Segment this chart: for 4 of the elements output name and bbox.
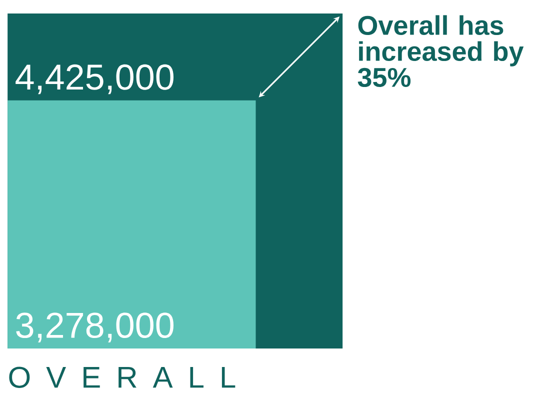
category-label: O V E R A L L [9, 366, 236, 388]
data-label: 4,425,000 [16, 64, 174, 94]
text: Overall has increased by 35% [358, 15, 524, 88]
data-label: 3,278,000 [16, 312, 174, 342]
